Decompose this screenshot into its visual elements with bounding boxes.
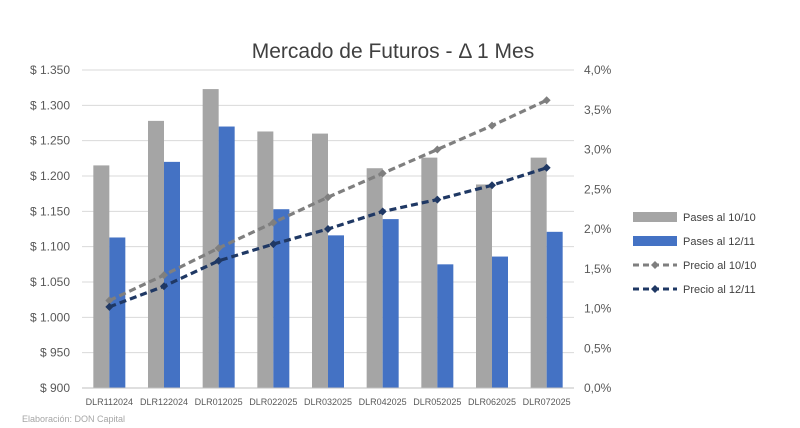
bar-pases-10-10 bbox=[257, 131, 274, 389]
bar-pases-10-10 bbox=[312, 133, 328, 388]
x-axis: DLR112024 DLR122024 DLR012025 DLR022025 DLR0… bbox=[82, 387, 574, 407]
x-tick-label: DLR042025 bbox=[359, 397, 407, 407]
x-tick-label: DLR012025 bbox=[195, 397, 243, 407]
line-point bbox=[269, 240, 278, 249]
x-tick-label: DLR122024 bbox=[140, 397, 188, 407]
right-y-axis: 0,0% 0,5% 1,0% 1,5% 2,0% 2,5% 3,0% 3,5% 4,0% bbox=[584, 63, 612, 395]
line-series-precio-10-10 bbox=[108, 98, 548, 303]
right-tick-label: 3,5% bbox=[584, 103, 612, 117]
line-point bbox=[105, 296, 114, 305]
left-tick-label: $ 1.250 bbox=[30, 134, 70, 148]
right-tick-label: 2,5% bbox=[584, 182, 612, 196]
line-point bbox=[433, 195, 442, 204]
bar-pases-12-11 bbox=[382, 219, 399, 388]
line-point bbox=[160, 271, 168, 280]
bar-pases-12-11 bbox=[546, 231, 563, 388]
left-tick-label: $ 1.150 bbox=[30, 204, 70, 218]
right-tick-label: 0,5% bbox=[584, 341, 612, 355]
line-point bbox=[105, 302, 114, 311]
legend-label: Precio al 12/11 bbox=[683, 284, 756, 296]
line-point bbox=[488, 181, 496, 190]
line-point bbox=[488, 121, 496, 130]
bar-pases-12-11 bbox=[492, 256, 508, 388]
line-point bbox=[269, 218, 278, 227]
right-tick-label: 4,0% bbox=[584, 63, 612, 77]
x-tick-label: DLR062025 bbox=[468, 397, 516, 407]
bar-pases-12-11 bbox=[328, 235, 344, 388]
left-tick-label: $ 900 bbox=[40, 381, 70, 395]
chart-title: Mercado de Futuros - Δ 1 Mes bbox=[252, 40, 534, 63]
legend: Pases al 10/10 Pases al 12/11 Precio al 10… bbox=[633, 212, 756, 296]
line-point bbox=[542, 96, 551, 105]
bar-pases-10-10 bbox=[530, 157, 547, 388]
x-tick-label: DLR032025 bbox=[304, 397, 352, 407]
bar-pases-12-11 bbox=[273, 209, 290, 388]
left-tick-label: $ 1.350 bbox=[30, 63, 70, 77]
bar-pases-10-10 bbox=[476, 184, 492, 388]
right-tick-label: 1,5% bbox=[584, 262, 612, 276]
line-point bbox=[324, 225, 332, 233]
line-point bbox=[378, 207, 387, 216]
footer-credit: Elaboración: DON Capital bbox=[22, 414, 125, 424]
left-tick-label: $ 1.100 bbox=[30, 240, 70, 254]
left-tick-label: $ 1.000 bbox=[30, 310, 70, 324]
bar-pases-10-10 bbox=[421, 157, 438, 388]
line-point bbox=[214, 244, 223, 253]
line-point bbox=[214, 256, 223, 265]
bars-group bbox=[93, 89, 563, 389]
legend-swatch bbox=[633, 236, 677, 246]
legend-label: Pases al 12/11 bbox=[683, 236, 755, 248]
bar-pases-12-11 bbox=[164, 161, 180, 388]
line-point bbox=[160, 282, 168, 291]
left-y-axis: $ 900 $ 950 $ 1.000 $ 1.050 $ 1.100 $ 1.150 $ … bbox=[30, 63, 70, 395]
legend-swatch bbox=[633, 212, 677, 222]
x-tick-label: DLR022025 bbox=[249, 397, 297, 407]
legend-label: Pases al 10/10 bbox=[683, 212, 756, 224]
left-tick-label: $ 1.200 bbox=[30, 169, 70, 183]
right-tick-label: 2,0% bbox=[584, 222, 612, 236]
bar-pases-10-10 bbox=[202, 89, 219, 388]
lines-group bbox=[105, 96, 551, 311]
legend-marker bbox=[651, 285, 659, 293]
x-tick-label: DLR112024 bbox=[86, 397, 133, 407]
right-tick-label: 1,0% bbox=[584, 302, 612, 316]
left-tick-label: $ 1.050 bbox=[30, 275, 70, 289]
bar-pases-10-10 bbox=[93, 165, 110, 388]
bar-pases-10-10 bbox=[366, 168, 383, 388]
x-tick-label: DLR072025 bbox=[523, 397, 571, 407]
x-tick-label: DLR052025 bbox=[413, 397, 461, 407]
line-point bbox=[324, 193, 332, 202]
legend-label: Precio al 10/10 bbox=[683, 260, 756, 272]
line-point bbox=[542, 163, 551, 172]
left-tick-label: $ 1.300 bbox=[30, 98, 70, 112]
left-tick-label: $ 950 bbox=[40, 346, 70, 360]
bar-pases-12-11 bbox=[437, 264, 454, 388]
right-tick-label: 3,0% bbox=[584, 143, 612, 157]
line-point bbox=[433, 145, 442, 154]
line-point bbox=[378, 169, 387, 178]
bar-pases-10-10 bbox=[148, 120, 164, 388]
legend-marker bbox=[651, 261, 659, 269]
bar-pases-12-11 bbox=[109, 237, 126, 388]
right-tick-label: 0,0% bbox=[584, 381, 612, 395]
